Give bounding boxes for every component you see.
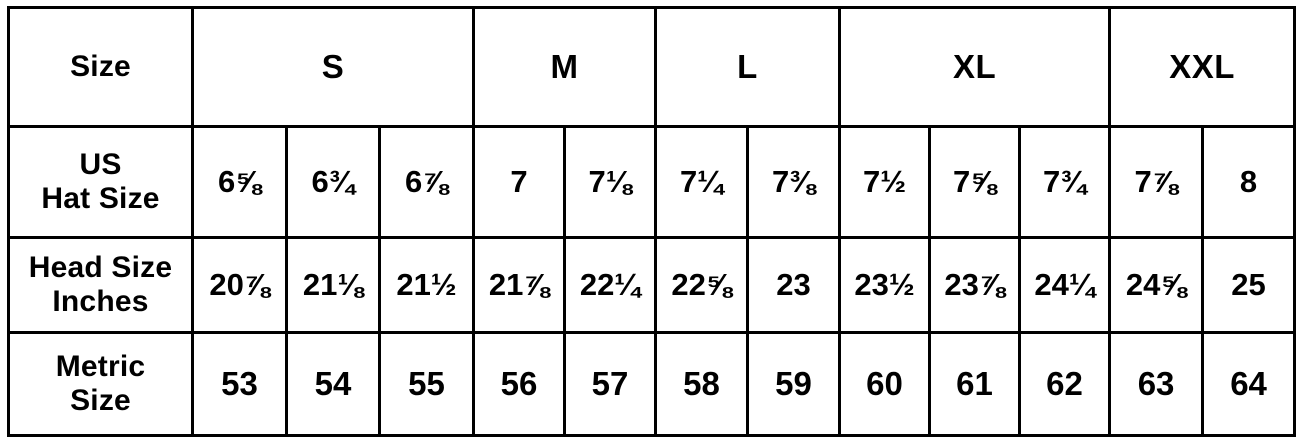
table-cell-head-size: 22⅝ [654, 236, 749, 334]
table-cell-us-hat-size: 6¾ [285, 125, 381, 239]
head-size-value: 23½ [854, 266, 915, 302]
us-hat-size-value: 6⅞ [404, 163, 449, 199]
metric-size-value: 60 [866, 364, 903, 402]
metric-size-value: 64 [1230, 364, 1267, 402]
table-cell-head-size: 23 [745, 236, 842, 334]
size-group-m-label: M [550, 47, 579, 85]
table-cell-us-hat-size: 6⅝ [191, 125, 288, 239]
table-cell-metric-size: 61 [928, 331, 1022, 437]
us-hat-size-value: 7⅞ [1134, 163, 1178, 199]
table-cell-metric-size: 60 [838, 331, 932, 437]
table-row-head-size-inches: Head Size Inches 20⅞ 21⅛ 21½ 21⅞ 22¼ 22⅝… [7, 236, 1297, 334]
metric-size-value: 56 [500, 364, 538, 402]
row-header-metric-size-line2: Size [70, 384, 131, 417]
size-group-xl: XL [838, 6, 1112, 128]
table-cell-head-size: 21⅞ [472, 236, 566, 334]
size-group-l: L [653, 6, 842, 128]
us-hat-size-value: 6⅝ [217, 163, 262, 199]
table-cell-metric-size: 64 [1201, 331, 1297, 437]
table-row-metric-size: Metric Size 53 54 55 56 57 58 59 60 61 6… [7, 331, 1297, 437]
table-cell-metric-size: 53 [191, 331, 288, 437]
table-cell-head-size: 23⅞ [928, 236, 1022, 334]
us-hat-size-value: 7⅜ [771, 163, 816, 199]
size-group-s: S [191, 6, 475, 128]
row-header-metric-size: Metric Size [7, 331, 194, 437]
head-size-value: 20⅞ [209, 266, 270, 302]
hat-size-chart-table: Size S M L XL XXL [7, 6, 1297, 437]
row-header-head-size: Head Size Inches [7, 236, 194, 334]
table-cell-metric-size: 59 [745, 331, 842, 437]
size-group-m: M [472, 6, 657, 128]
metric-size-value: 53 [221, 364, 258, 402]
row-header-us-hat-size: US Hat Size [7, 125, 194, 239]
table-cell-metric-size: 56 [472, 331, 566, 437]
table-cell-metric-size: 62 [1018, 331, 1112, 437]
table-cell-us-hat-size: 7¼ [654, 125, 749, 239]
row-header-us-hat-size-line1: US [79, 148, 122, 182]
table-cell-metric-size: 54 [285, 331, 381, 437]
head-size-value: 24¼ [1034, 266, 1095, 302]
table-cell-us-hat-size: 7¾ [1018, 125, 1112, 239]
table-cell-head-size: 22¼ [563, 236, 657, 334]
head-size-value: 21⅛ [302, 266, 364, 302]
row-header-metric-size-line1: Metric [55, 350, 146, 384]
table-cell-head-size: 24⅝ [1108, 236, 1205, 334]
size-group-xl-label: XL [952, 47, 997, 85]
head-size-value: 24⅝ [1125, 266, 1187, 302]
table-cell-metric-size: 57 [563, 331, 657, 437]
table-cell-us-hat-size: 8 [1201, 125, 1297, 239]
us-hat-size-value: 8 [1239, 163, 1258, 199]
head-size-value: 23⅞ [944, 266, 1005, 302]
row-header-size-label: Size [70, 50, 131, 84]
metric-size-value: 57 [591, 364, 629, 402]
table-cell-metric-size: 63 [1108, 331, 1205, 437]
metric-size-value: 54 [314, 364, 352, 402]
table-cell-head-size: 21⅛ [285, 236, 381, 334]
row-header-head-size-line2: Inches [52, 285, 149, 318]
metric-size-value: 62 [1046, 364, 1083, 402]
table-cell-head-size: 23½ [838, 236, 932, 334]
table-cell-head-size: 24¼ [1018, 236, 1112, 334]
size-group-xxl-label: XXL [1169, 47, 1235, 85]
us-hat-size-value: 7 [510, 163, 528, 199]
us-hat-size-value: 7¼ [679, 163, 724, 199]
us-hat-size-value: 7¾ [1042, 163, 1087, 199]
us-hat-size-value: 7⅛ [588, 163, 632, 199]
size-group-l-label: L [737, 47, 758, 85]
table-row-us-hat-size: US Hat Size 6⅝ 6¾ 6⅞ 7 7⅛ 7¼ 7⅜ 7½ 7⅝ 7¾… [7, 125, 1297, 239]
metric-size-value: 59 [775, 364, 812, 402]
us-hat-size-value: 6¾ [311, 163, 355, 199]
row-header-us-hat-size-line2: Hat Size [41, 182, 160, 215]
us-hat-size-value: 7½ [862, 163, 907, 199]
table-cell-metric-size: 55 [378, 331, 475, 437]
table-cell-us-hat-size: 7 [472, 125, 566, 239]
table-cell-head-size: 20⅞ [191, 236, 288, 334]
table-cell-us-hat-size: 7⅞ [1108, 125, 1205, 239]
table-cell-head-size: 21½ [378, 236, 475, 334]
table-cell-us-hat-size: 7½ [838, 125, 932, 239]
head-size-value: 22⅝ [671, 266, 732, 302]
size-group-s-label: S [321, 47, 345, 85]
table-row-size-groups: Size S M L XL XXL [7, 6, 1297, 128]
table-cell-us-hat-size: 7⅛ [563, 125, 657, 239]
size-group-xxl: XXL [1108, 6, 1297, 128]
us-hat-size-value: 7⅝ [952, 163, 997, 199]
table-cell-head-size: 25 [1201, 236, 1297, 334]
metric-size-value: 55 [408, 364, 445, 402]
metric-size-value: 58 [683, 364, 720, 402]
row-header-size: Size [7, 6, 194, 128]
table-cell-us-hat-size: 7⅜ [745, 125, 842, 239]
table-cell-metric-size: 58 [654, 331, 749, 437]
row-header-head-size-line1: Head Size [28, 251, 173, 285]
head-size-value: 25 [1231, 266, 1266, 302]
metric-size-value: 63 [1137, 364, 1175, 402]
head-size-value: 22¼ [579, 266, 641, 302]
head-size-value: 21½ [396, 266, 457, 302]
table-cell-us-hat-size: 7⅝ [928, 125, 1022, 239]
head-size-value: 21⅞ [488, 266, 550, 302]
metric-size-value: 61 [956, 364, 993, 402]
head-size-value: 23 [776, 266, 811, 302]
table-cell-us-hat-size: 6⅞ [378, 125, 475, 239]
